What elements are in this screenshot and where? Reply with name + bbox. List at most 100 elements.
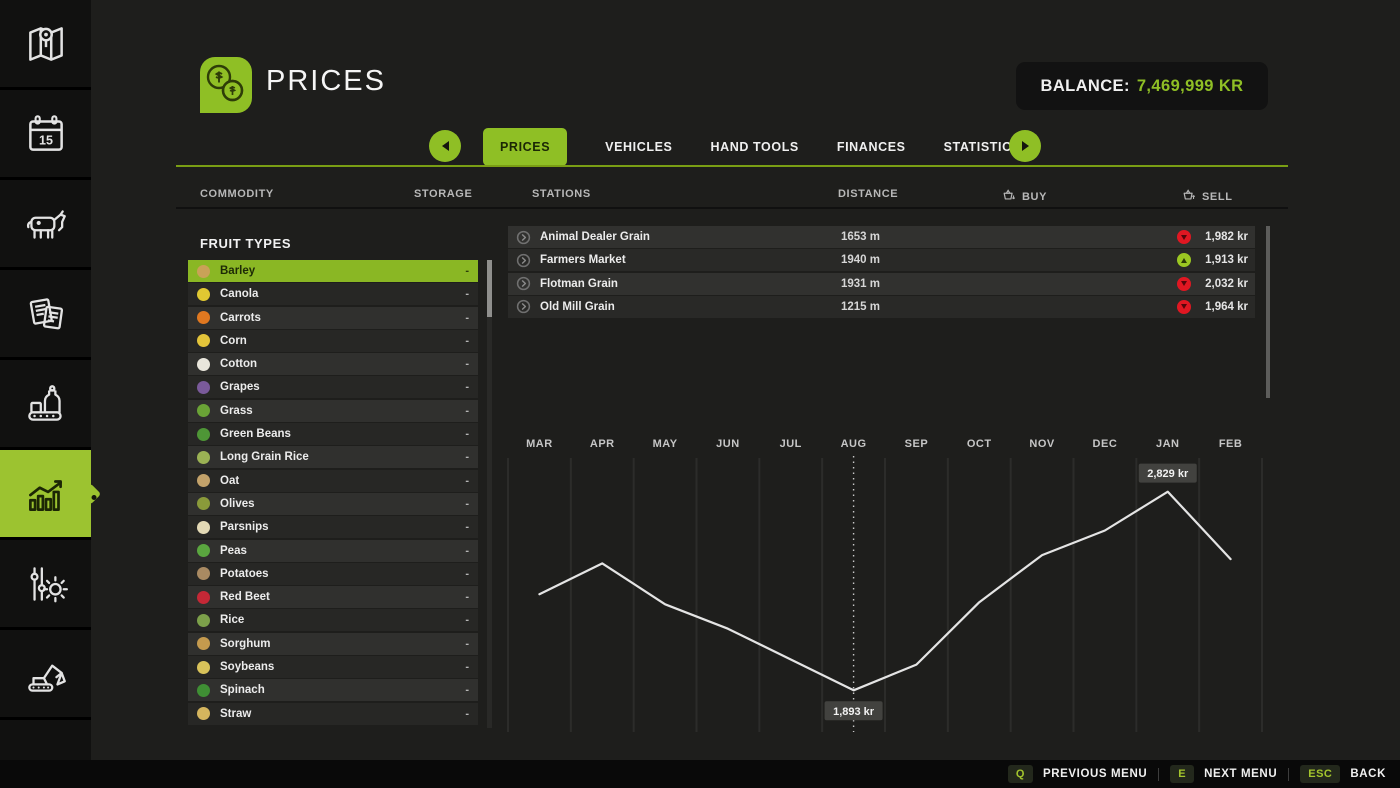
commodity-row-soybeans[interactable]: Soybeans - (188, 656, 478, 679)
settings-icon (21, 559, 71, 609)
sidebar-item-map[interactable] (0, 0, 91, 87)
hotkey-label: NEXT MENU (1204, 768, 1278, 780)
station-row-farmers-market[interactable]: Farmers Market 1940 m 1,913 kr (508, 249, 1255, 272)
commodity-label: Red Beet (220, 591, 270, 604)
column-header-sell: SELL (1182, 188, 1233, 205)
chart-month-label: NOV (1029, 438, 1055, 450)
commodity-label: Soybeans (220, 661, 275, 674)
price-line (538, 490, 1232, 692)
grass-icon (197, 404, 210, 418)
potatoes-icon (197, 567, 210, 581)
commodity-row-carrots[interactable]: Carrots - (188, 306, 478, 329)
commodity-storage-value: - (465, 265, 469, 277)
sidebar-item-production[interactable] (0, 360, 91, 447)
main-content: PRICES BALANCE: 7,469,999 KR PRICES VEHI… (91, 0, 1400, 760)
commodity-storage-value: - (465, 288, 469, 301)
commodity-label: Rice (220, 614, 245, 627)
navigate-icon (516, 230, 531, 245)
commodity-storage-value: - (465, 381, 469, 394)
commodity-row-cotton[interactable]: Cotton - (188, 353, 478, 376)
straw-icon (197, 707, 210, 721)
grapes-icon (197, 380, 210, 394)
tab-finances[interactable]: FINANCES (836, 140, 906, 154)
parsnips-icon (197, 520, 210, 534)
commodity-scrollbar[interactable] (487, 260, 492, 728)
price-label-box (824, 701, 883, 721)
commodity-row-grapes[interactable]: Grapes - (188, 376, 478, 399)
commodity-row-spinach[interactable]: Spinach - (188, 679, 478, 702)
commodity-row-canola[interactable]: Canola - (188, 283, 478, 306)
commodity-label: Oat (220, 474, 240, 487)
commodity-storage-value: - (465, 661, 469, 674)
commodity-label: Olives (220, 497, 255, 510)
commodity-list-heading: FRUIT TYPES (200, 236, 292, 251)
commodity-row-rice[interactable]: Rice - (188, 609, 478, 632)
commodity-row-green-beans[interactable]: Green Beans - (188, 423, 478, 446)
commodity-label: Cotton (220, 358, 258, 371)
chart-month-label: JUN (716, 438, 740, 450)
commodity-storage-value: - (465, 497, 469, 510)
corn-icon (197, 334, 210, 348)
commodity-list: Barley - Canola - Carrots - Corn - Cotto… (188, 260, 478, 725)
station-price: 1,913 kr (1205, 254, 1248, 267)
sidebar-item-calendar[interactable]: 15 (0, 90, 91, 177)
stations-scrollbar[interactable] (1266, 226, 1270, 398)
commodity-row-straw[interactable]: Straw - (188, 702, 478, 725)
peas-icon (197, 544, 210, 558)
map-icon (21, 19, 71, 69)
sidebar-item-settings[interactable] (0, 540, 91, 627)
next-tab-button[interactable] (1009, 130, 1041, 162)
hotkey-bar: Q PREVIOUS MENU E NEXT MENU ESC BACK (0, 760, 1400, 788)
commodity-row-grass[interactable]: Grass - (188, 399, 478, 422)
commodity-row-red-beet[interactable]: Red Beet - (188, 586, 478, 609)
stations-scrollbar-thumb[interactable] (1266, 226, 1270, 398)
station-row-flotman-grain[interactable]: Flotman Grain 1931 m 2,032 kr (508, 272, 1255, 295)
commodity-storage-value: - (465, 334, 469, 347)
tab-hand-tools[interactable]: HAND TOOLS (710, 140, 799, 154)
commodity-storage-value: - (465, 684, 469, 697)
balance-value: 7,469,999 KR (1136, 76, 1244, 95)
spinach-icon (197, 683, 210, 697)
hotkey-next-menu[interactable]: E NEXT MENU (1170, 765, 1277, 783)
balance-pill: BALANCE: 7,469,999 KR (1016, 62, 1268, 110)
commodity-row-barley[interactable]: Barley - (188, 260, 478, 282)
sidebar-item-contracts[interactable] (0, 270, 91, 357)
tab-vehicles[interactable]: VEHICLES (605, 140, 673, 154)
construction-icon (21, 649, 71, 699)
station-row-animal-dealer-grain[interactable]: Animal Dealer Grain 1653 m 1,982 kr (508, 226, 1255, 248)
chart-month-label: MAR (526, 438, 553, 450)
commodity-row-sorghum[interactable]: Sorghum - (188, 632, 478, 655)
tab-statistics[interactable]: STATISTICS (943, 140, 1021, 154)
sidebar-item-animals[interactable] (0, 180, 91, 267)
commodity-row-potatoes[interactable]: Potatoes - (188, 562, 478, 585)
production-icon (21, 379, 71, 429)
price-label: 1,893 kr (833, 706, 875, 718)
commodity-storage-value: - (465, 311, 469, 324)
station-row-old-mill-grain[interactable]: Old Mill Grain 1215 m 1,964 kr (508, 295, 1255, 318)
previous-tab-button[interactable] (429, 130, 461, 162)
commodity-scrollbar-thumb[interactable] (487, 260, 492, 317)
sorghum-icon (197, 637, 210, 651)
page-title: PRICES (266, 65, 386, 97)
commodity-row-olives[interactable]: Olives - (188, 492, 478, 515)
commodity-row-peas[interactable]: Peas - (188, 539, 478, 562)
commodity-storage-value: - (465, 358, 469, 371)
commodity-row-parsnips[interactable]: Parsnips - (188, 516, 478, 539)
commodity-label: Potatoes (220, 567, 269, 580)
commodity-label: Green Beans (220, 428, 291, 441)
commodity-row-oat[interactable]: Oat - (188, 469, 478, 492)
tab-underline (176, 165, 1288, 167)
sidebar-item-statistics[interactable] (0, 450, 102, 537)
tab-prices[interactable]: PRICES (483, 128, 568, 166)
price-history-chart: MAR APR MAY JUN JUL AUG SEP OCT NOV DEC JAN FEB 2,82… (505, 430, 1265, 735)
sidebar-item-construction[interactable] (0, 630, 91, 717)
hotkey-previous-menu[interactable]: Q PREVIOUS MENU (1007, 765, 1147, 783)
price-trend-down-icon (1177, 299, 1191, 314)
column-header-buy: BUY (1002, 188, 1047, 205)
commodity-row-corn[interactable]: Corn - (188, 329, 478, 352)
station-distance: 1215 m (841, 300, 881, 313)
hotkey-back[interactable]: ESC BACK (1300, 765, 1386, 783)
chart-month-label: JUL (780, 438, 802, 450)
commodity-row-long-grain-rice[interactable]: Long Grain Rice - (188, 446, 478, 469)
